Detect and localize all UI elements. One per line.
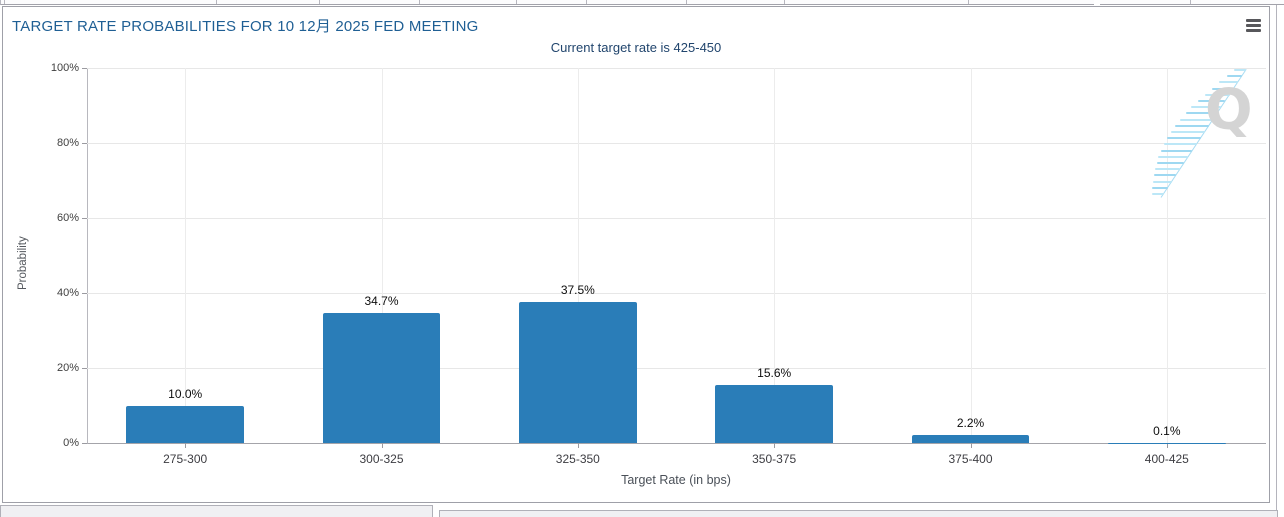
bar-value-label: 37.5% <box>560 283 595 298</box>
x-tick-mark <box>774 443 776 448</box>
gridline-horizontal <box>87 218 1266 219</box>
bar-value-label: 0.1% <box>1153 423 1181 438</box>
gridline-horizontal <box>87 143 1266 144</box>
x-tick-label: 300-325 <box>359 452 404 466</box>
hamburger-bar <box>1246 19 1261 22</box>
current-target-rate-subtitle: Current target rate is 425-450 <box>550 40 722 55</box>
y-tick-label: 0% <box>63 437 79 449</box>
x-tick-mark <box>185 443 187 448</box>
column-divider <box>216 0 217 4</box>
gridline-vertical <box>577 68 579 443</box>
y-tick-mark <box>82 68 87 69</box>
y-tick-mark <box>82 368 87 369</box>
bar-value-label: 15.6% <box>757 365 792 380</box>
column-divider <box>968 0 969 4</box>
top-table-edge-right <box>1100 0 1284 5</box>
gridline-vertical <box>381 68 383 443</box>
probability-bar[interactable] <box>322 312 441 443</box>
hamburger-bar <box>1246 29 1261 32</box>
column-divider <box>419 0 420 4</box>
gridline-horizontal <box>87 68 1266 69</box>
y-tick-mark <box>82 143 87 144</box>
hamburger-bar <box>1246 24 1261 27</box>
x-tick-mark <box>970 443 972 448</box>
x-axis-title: Target Rate (in bps) <box>621 473 731 487</box>
probability-bar[interactable] <box>518 302 637 443</box>
y-tick-label: 40% <box>56 287 79 299</box>
top-table-edge-left <box>0 0 1094 5</box>
column-divider <box>686 0 687 4</box>
y-tick-label: 100% <box>50 62 79 74</box>
y-tick-mark <box>82 293 87 294</box>
x-tick-label: 400-425 <box>1144 452 1189 466</box>
gridline-vertical <box>185 68 187 443</box>
probability-bar[interactable] <box>126 405 245 443</box>
probability-bar[interactable] <box>911 434 1030 443</box>
x-tick-mark <box>1166 443 1168 448</box>
y-tick-label: 60% <box>56 212 79 224</box>
column-divider <box>4 0 5 4</box>
bar-value-label: 34.7% <box>364 293 399 308</box>
bottom-right-panel-header <box>439 510 1278 517</box>
x-tick-label: 350-375 <box>752 452 797 466</box>
column-divider <box>319 0 320 4</box>
x-tick-label: 325-350 <box>555 452 600 466</box>
gridline-vertical <box>774 68 776 443</box>
x-tick-mark <box>577 443 579 448</box>
plot-area <box>87 68 1266 444</box>
fedwatch-chart-panel: TARGET RATE PROBABILITIES FOR 10 12月 202… <box>2 6 1270 503</box>
x-tick-mark <box>381 443 383 448</box>
gridline-vertical <box>1166 68 1168 443</box>
adjacent-panel-border <box>1276 5 1277 517</box>
y-tick-label: 20% <box>56 362 79 374</box>
gridline-horizontal <box>87 368 1266 369</box>
column-divider <box>1190 0 1191 4</box>
column-divider <box>586 0 587 4</box>
bar-value-label: 10.0% <box>168 386 203 401</box>
x-tick-label: 275-300 <box>163 452 208 466</box>
y-tick-mark <box>82 218 87 219</box>
gridline-horizontal <box>87 293 1266 294</box>
y-tick-mark <box>82 443 87 444</box>
bar-value-label: 2.2% <box>956 415 985 430</box>
probability-bar[interactable] <box>715 384 834 443</box>
column-divider <box>784 0 785 4</box>
bottom-left-panel-header <box>0 505 433 517</box>
x-tick-label: 375-400 <box>948 452 993 466</box>
hamburger-menu-icon[interactable] <box>1246 19 1261 33</box>
column-divider <box>516 0 517 4</box>
y-tick-label: 80% <box>56 137 79 149</box>
y-axis-title: Probability <box>17 236 29 290</box>
chart-title: TARGET RATE PROBABILITIES FOR 10 12月 202… <box>12 18 479 35</box>
gridline-vertical <box>970 68 972 443</box>
